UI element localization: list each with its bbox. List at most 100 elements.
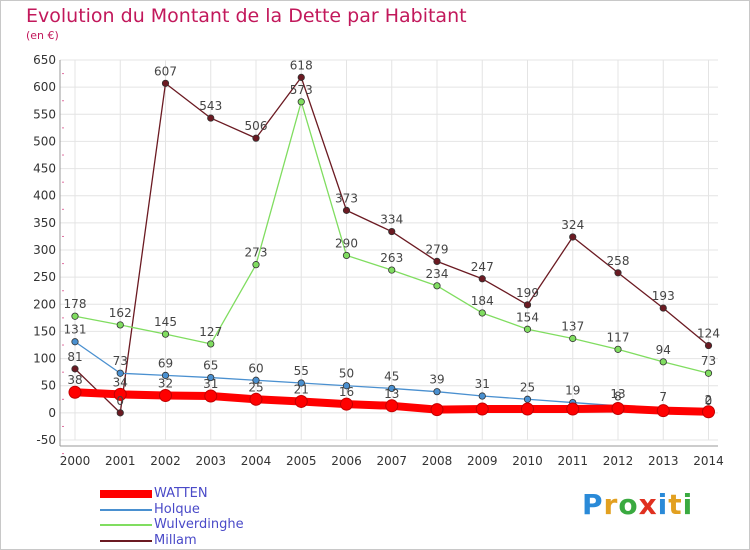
data-label: 618: [290, 58, 313, 72]
data-point: [478, 275, 486, 283]
data-point: [252, 376, 260, 384]
data-point: [614, 345, 622, 353]
data-label: 373: [335, 191, 358, 205]
data-label: 607: [154, 64, 177, 78]
x-tick-label: 2011: [557, 454, 588, 468]
data-point: [385, 399, 399, 413]
data-point: [704, 369, 713, 377]
data-label: 25: [520, 380, 535, 394]
data-label: 2: [705, 393, 713, 407]
data-label: 32: [158, 376, 173, 390]
x-tick-label: 2003: [195, 454, 226, 468]
data-point: [116, 369, 124, 377]
data-point: [159, 388, 172, 402]
data-point: [71, 338, 79, 346]
data-point: [342, 382, 351, 390]
x-tick-label: 2001: [105, 454, 136, 468]
x-tick-label: 2008: [422, 454, 453, 468]
data-label: 117: [607, 330, 630, 344]
data-label: 290: [335, 236, 358, 250]
data-point: [71, 365, 79, 373]
y-tick-label: 400: [33, 189, 56, 203]
data-point: [569, 233, 577, 241]
data-point: [569, 334, 577, 343]
data-point: [388, 227, 396, 236]
data-label: 178: [64, 297, 87, 311]
data-point: [161, 371, 170, 379]
data-point: [523, 301, 532, 309]
data-label: 162: [109, 306, 132, 320]
x-tick-label: 2009: [467, 454, 498, 468]
data-point: [614, 269, 622, 277]
data-point: [207, 114, 215, 122]
x-tick-label: 2007: [376, 454, 407, 468]
data-point: [433, 257, 441, 265]
data-label: 184: [471, 294, 494, 308]
data-point: [116, 409, 124, 417]
data-label: 234: [426, 267, 449, 281]
data-label: 31: [475, 377, 490, 391]
x-tick-label: 2013: [648, 454, 679, 468]
data-point: [297, 379, 305, 387]
data-point: [475, 402, 489, 416]
legend-swatch: [100, 524, 152, 526]
y-tick-label: 500: [33, 134, 56, 148]
data-point: [161, 79, 170, 87]
series-points: [68, 73, 715, 419]
data-label: 16: [339, 385, 354, 399]
data-label: 154: [516, 310, 539, 324]
data-point: [388, 384, 396, 393]
data-point: [116, 321, 124, 329]
data-point: [113, 387, 127, 401]
data-point: [478, 392, 486, 400]
data-label: 25: [248, 380, 263, 394]
data-label: 124: [697, 327, 720, 341]
data-label: 94: [656, 343, 671, 357]
legend-swatch: [100, 508, 152, 511]
data-point: [297, 73, 305, 81]
data-point: [294, 394, 308, 408]
x-tick-labels: 2000 2001 2002 2003 2004 2005 2006 2007 2008 2009…: [60, 454, 724, 468]
data-point: [252, 134, 260, 142]
data-point: [68, 385, 82, 399]
data-label: 324: [561, 218, 584, 232]
y-tick-label: -50: [36, 433, 56, 447]
data-label: 34: [113, 375, 128, 389]
data-label: 506: [245, 119, 268, 133]
data-point: [704, 341, 713, 350]
data-label: 258: [607, 254, 630, 268]
data-label: 55: [294, 364, 309, 378]
data-point: [702, 405, 715, 419]
x-tick-label: 2002: [150, 454, 181, 468]
data-label: 573: [290, 83, 313, 97]
x-tick-label: 2012: [603, 454, 634, 468]
data-point: [207, 373, 215, 382]
data-label: 7: [659, 390, 667, 404]
y-tick-labels: -50 0 50 100 150 200 250 300 350 400 450 500 550 600 6…: [33, 53, 56, 447]
data-label: 0: [116, 394, 124, 408]
y-tick-label: 450: [33, 162, 56, 176]
data-label: 13: [384, 387, 399, 401]
data-label: 19: [565, 384, 580, 398]
data-point: [340, 397, 353, 411]
data-label: 8: [614, 390, 622, 404]
data-label: 131: [64, 323, 87, 337]
data-label: 13: [610, 387, 625, 401]
legend-label: WATTEN: [154, 486, 208, 501]
x-tick-label: 2005: [286, 454, 317, 468]
data-label: 0: [705, 394, 713, 408]
data-point: [252, 261, 260, 269]
data-label: 81: [67, 350, 82, 364]
data-point: [478, 309, 486, 317]
y-tick-label: 200: [33, 297, 56, 311]
data-point: [249, 392, 263, 406]
data-point: [433, 282, 441, 290]
data-point: [523, 325, 532, 333]
data-label: 45: [384, 369, 399, 383]
data-point: [161, 330, 170, 338]
y-tick-label: 350: [33, 216, 56, 230]
x-tick-label: 2000: [60, 454, 91, 468]
data-label: 69: [158, 356, 173, 370]
